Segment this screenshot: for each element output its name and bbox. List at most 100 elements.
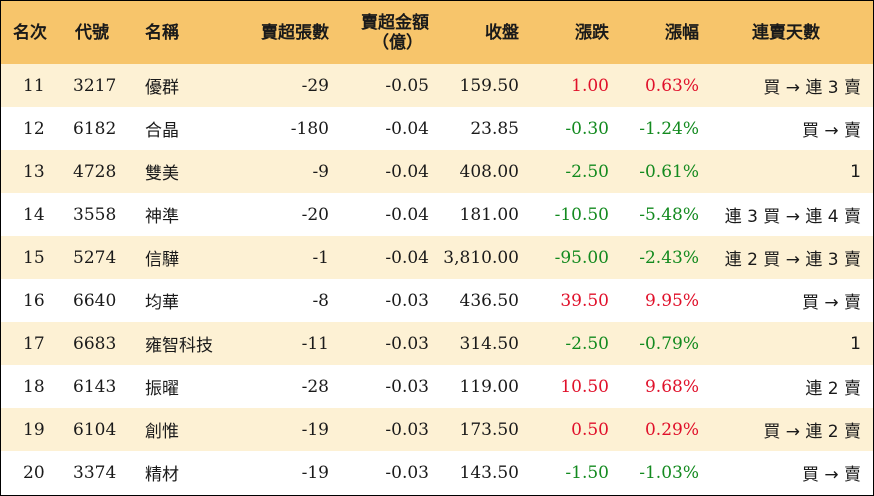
name-cell: 振曜: [145, 379, 179, 399]
header-sell-lots: 賣超張數: [261, 22, 329, 43]
streak-cell: 連 2 賣: [805, 379, 861, 399]
change-cell: -95.00: [554, 247, 609, 268]
name-cell: 信驊: [145, 250, 179, 270]
header-sell-amount-line2: （億）: [372, 32, 423, 53]
streak-cell: 買 → 連 3 賣: [763, 78, 861, 98]
pct-cell: -1.24%: [639, 118, 699, 139]
code-cell: 6182: [73, 118, 117, 139]
pct-cell: -1.03%: [639, 462, 699, 483]
header-change: 漲跌: [575, 22, 609, 43]
code-cell: 6683: [73, 333, 117, 354]
streak-cell: 1: [850, 161, 861, 182]
sell-lots-cell: -9: [312, 161, 329, 182]
streak-cell: 連 2 買 → 連 3 賣: [724, 250, 861, 270]
rank-cell: 19: [23, 419, 45, 440]
close-cell: 119.00: [459, 376, 519, 397]
sell-lots-cell: -11: [301, 333, 329, 354]
rank-cell: 15: [23, 247, 45, 268]
sell-lots-cell: -29: [301, 75, 329, 96]
change-cell: -1.50: [565, 462, 609, 483]
header-code: 代號: [75, 22, 109, 43]
streak-cell: 連 3 買 → 連 4 賣: [724, 207, 861, 227]
rank-cell: 18: [23, 376, 45, 397]
pct-cell: 0.29%: [644, 419, 699, 440]
header-sell-amount-line1: 賣超金額: [361, 12, 429, 33]
code-cell: 3558: [73, 204, 117, 225]
pct-cell: -0.79%: [639, 333, 699, 354]
pct-cell: 9.68%: [644, 376, 699, 397]
change-cell: -2.50: [565, 333, 609, 354]
header-name: 名稱: [145, 22, 179, 43]
sell-amount-cell: -0.05: [385, 75, 429, 96]
streak-cell: 買 → 賣: [801, 465, 861, 485]
close-cell: 408.00: [459, 161, 519, 182]
pct-cell: -2.43%: [639, 247, 699, 268]
name-cell: 雍智科技: [145, 336, 213, 356]
pct-cell: 0.63%: [644, 75, 699, 96]
rank-cell: 16: [23, 290, 45, 311]
close-cell: 23.85: [470, 118, 519, 139]
table-row: 13 4728 雙美 -9 -0.04 408.00 -2.50 -0.61% 1: [1, 150, 873, 193]
change-cell: 1.00: [571, 75, 609, 96]
name-cell: 均華: [145, 293, 179, 313]
rank-cell: 17: [23, 333, 45, 354]
name-cell: 合晶: [145, 121, 179, 141]
change-cell: -2.50: [565, 161, 609, 182]
streak-cell: 買 → 賣: [801, 121, 861, 141]
sell-amount-cell: -0.03: [385, 333, 429, 354]
close-cell: 159.50: [459, 75, 519, 96]
rank-cell: 14: [23, 204, 45, 225]
close-cell: 181.00: [459, 204, 519, 225]
change-cell: 0.50: [571, 419, 609, 440]
code-cell: 5274: [73, 247, 117, 268]
table-row: 19 6104 創惟 -19 -0.03 173.50 0.50 0.29% 買 → 連 2 賣: [1, 408, 873, 451]
close-cell: 173.50: [459, 419, 519, 440]
sell-amount-cell: -0.04: [385, 204, 429, 225]
table-row: 20 3374 精材 -19 -0.03 143.50 -1.50 -1.03% 買 → 賣: [1, 451, 873, 494]
close-cell: 3,810.00: [443, 247, 519, 268]
sell-lots-cell: -8: [312, 290, 329, 311]
pct-cell: -0.61%: [639, 161, 699, 182]
close-cell: 143.50: [459, 462, 519, 483]
change-cell: 10.50: [560, 376, 609, 397]
sell-amount-cell: -0.03: [385, 290, 429, 311]
table-row: 11 3217 優群 -29 -0.05 159.50 1.00 0.63% 買 → 連 3 賣: [1, 64, 873, 107]
code-cell: 6104: [73, 419, 117, 440]
code-cell: 3374: [73, 462, 117, 483]
name-cell: 雙美: [145, 164, 179, 184]
sell-amount-cell: -0.04: [385, 247, 429, 268]
close-cell: 314.50: [459, 333, 519, 354]
table-body: 11 3217 優群 -29 -0.05 159.50 1.00 0.63% 買 → 連 3 賣…: [1, 64, 873, 494]
table-row: 17 6683 雍智科技 -11 -0.03 314.50 -2.50 -0.79% 1: [1, 322, 873, 365]
change-cell: -0.30: [565, 118, 609, 139]
header-row: 名次 代號 名稱 賣超張數 賣超金額 （億） 收盤 漲跌 漲幅 連賣天數: [1, 1, 873, 64]
rank-cell: 12: [23, 118, 45, 139]
sell-lots-cell: -20: [301, 204, 329, 225]
sell-amount-cell: -0.03: [385, 376, 429, 397]
rank-cell: 13: [23, 161, 45, 182]
sell-lots-cell: -1: [312, 247, 329, 268]
change-cell: -10.50: [554, 204, 609, 225]
table-row: 16 6640 均華 -8 -0.03 436.50 39.50 9.95% 買 → 賣: [1, 279, 873, 322]
table-row: 14 3558 神準 -20 -0.04 181.00 -10.50 -5.48% 連 3 買 …: [1, 193, 873, 236]
header-rank: 名次: [13, 22, 47, 43]
sell-amount-cell: -0.03: [385, 419, 429, 440]
change-cell: 39.50: [560, 290, 609, 311]
sell-lots-cell: -180: [290, 118, 329, 139]
table-row: 15 5274 信驊 -1 -0.04 3,810.00 -95.00 -2.43% 連 2 買…: [1, 236, 873, 279]
code-cell: 4728: [73, 161, 117, 182]
name-cell: 神準: [145, 207, 179, 227]
code-cell: 3217: [73, 75, 117, 96]
sell-lots-cell: -28: [301, 376, 329, 397]
header-close: 收盤: [485, 22, 519, 43]
pct-cell: 9.95%: [644, 290, 699, 311]
header-pct: 漲幅: [665, 22, 699, 43]
streak-cell: 買 → 賣: [801, 293, 861, 313]
sell-lots-cell: -19: [301, 419, 329, 440]
sell-lots-cell: -19: [301, 462, 329, 483]
name-cell: 精材: [145, 465, 179, 485]
close-cell: 436.50: [459, 290, 519, 311]
name-cell: 優群: [145, 78, 179, 98]
